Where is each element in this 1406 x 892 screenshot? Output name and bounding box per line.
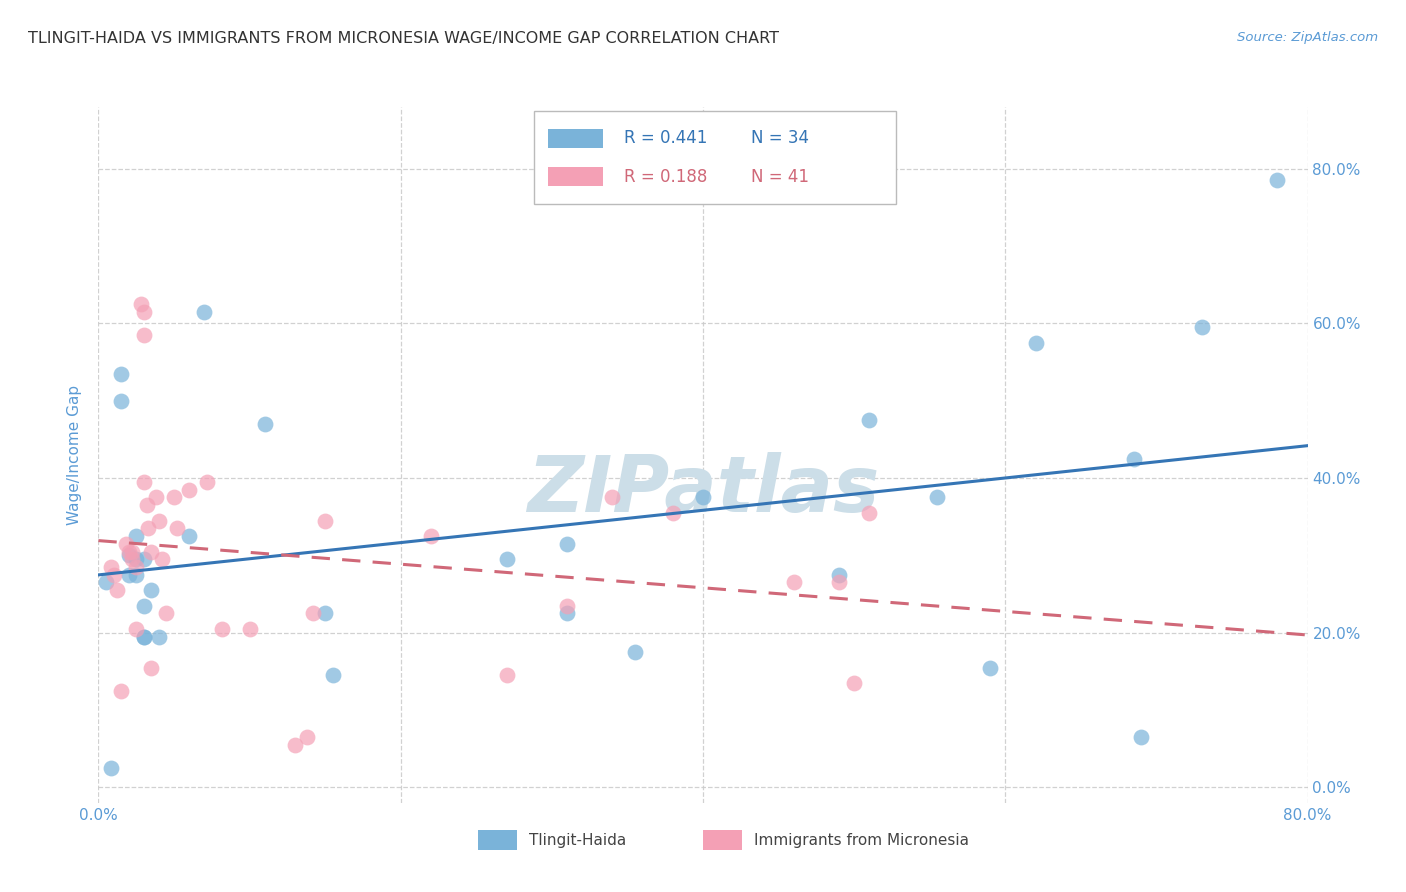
- Text: R = 0.441: R = 0.441: [624, 129, 707, 147]
- FancyBboxPatch shape: [534, 111, 897, 204]
- Point: [132, 599, 155, 613]
- FancyBboxPatch shape: [548, 167, 603, 186]
- Point: [828, 575, 851, 590]
- Point: [1191, 320, 1213, 334]
- Point: [100, 761, 122, 775]
- Point: [783, 575, 806, 590]
- Point: [110, 683, 132, 698]
- Point: [239, 622, 262, 636]
- Point: [602, 491, 624, 505]
- Point: [555, 607, 578, 621]
- Point: [624, 645, 647, 659]
- Point: [179, 529, 201, 543]
- Point: [145, 491, 167, 505]
- Text: N = 34: N = 34: [751, 129, 810, 147]
- Point: [195, 475, 218, 489]
- Point: [118, 544, 141, 558]
- Point: [94, 575, 117, 590]
- Point: [148, 630, 170, 644]
- Point: [118, 567, 141, 582]
- Text: Tlingit-Haida: Tlingit-Haida: [529, 833, 626, 847]
- Point: [284, 738, 307, 752]
- Point: [495, 668, 517, 682]
- Point: [132, 630, 155, 644]
- Point: [844, 676, 866, 690]
- Point: [141, 660, 163, 674]
- Point: [302, 607, 325, 621]
- Y-axis label: Wage/Income Gap: Wage/Income Gap: [67, 384, 83, 525]
- Point: [125, 567, 148, 582]
- Point: [858, 413, 880, 427]
- Point: [135, 498, 157, 512]
- Point: [125, 529, 148, 543]
- FancyBboxPatch shape: [548, 128, 603, 148]
- Point: [253, 417, 276, 431]
- Point: [1122, 451, 1144, 466]
- Point: [132, 630, 155, 644]
- Point: [110, 367, 132, 381]
- Text: Source: ZipAtlas.com: Source: ZipAtlas.com: [1237, 31, 1378, 45]
- Point: [1130, 730, 1153, 744]
- Text: TLINGIT-HAIDA VS IMMIGRANTS FROM MICRONESIA WAGE/INCOME GAP CORRELATION CHART: TLINGIT-HAIDA VS IMMIGRANTS FROM MICRONE…: [28, 31, 779, 46]
- Point: [420, 529, 443, 543]
- Point: [322, 668, 344, 682]
- Point: [193, 305, 215, 319]
- Point: [118, 549, 141, 563]
- Point: [125, 560, 148, 574]
- Point: [132, 305, 155, 319]
- Text: N = 41: N = 41: [751, 168, 810, 186]
- Point: [141, 544, 163, 558]
- Point: [114, 537, 136, 551]
- Point: [828, 567, 851, 582]
- Point: [136, 521, 159, 535]
- Point: [150, 552, 173, 566]
- Point: [295, 730, 318, 744]
- Point: [125, 552, 148, 566]
- Point: [105, 583, 128, 598]
- Point: [166, 521, 188, 535]
- Text: R = 0.188: R = 0.188: [624, 168, 707, 186]
- Text: Immigrants from Micronesia: Immigrants from Micronesia: [754, 833, 969, 847]
- Point: [314, 514, 336, 528]
- Point: [495, 552, 517, 566]
- Text: ZIPatlas: ZIPatlas: [527, 451, 879, 528]
- Point: [179, 483, 201, 497]
- Point: [132, 552, 155, 566]
- Point: [132, 475, 155, 489]
- Point: [692, 491, 714, 505]
- Point: [103, 567, 125, 582]
- Point: [211, 622, 233, 636]
- Point: [100, 560, 122, 574]
- Point: [125, 622, 148, 636]
- Point: [121, 552, 143, 566]
- Point: [314, 607, 336, 621]
- Point: [1267, 173, 1289, 187]
- Point: [662, 506, 685, 520]
- Point: [555, 599, 578, 613]
- Point: [858, 506, 880, 520]
- Point: [141, 583, 163, 598]
- Point: [927, 491, 949, 505]
- Point: [132, 328, 155, 343]
- Point: [1024, 335, 1046, 350]
- Point: [129, 297, 152, 311]
- Point: [979, 660, 1001, 674]
- Point: [155, 607, 177, 621]
- Point: [121, 544, 143, 558]
- Point: [555, 537, 578, 551]
- Point: [148, 514, 170, 528]
- Point: [163, 491, 186, 505]
- Point: [110, 393, 132, 408]
